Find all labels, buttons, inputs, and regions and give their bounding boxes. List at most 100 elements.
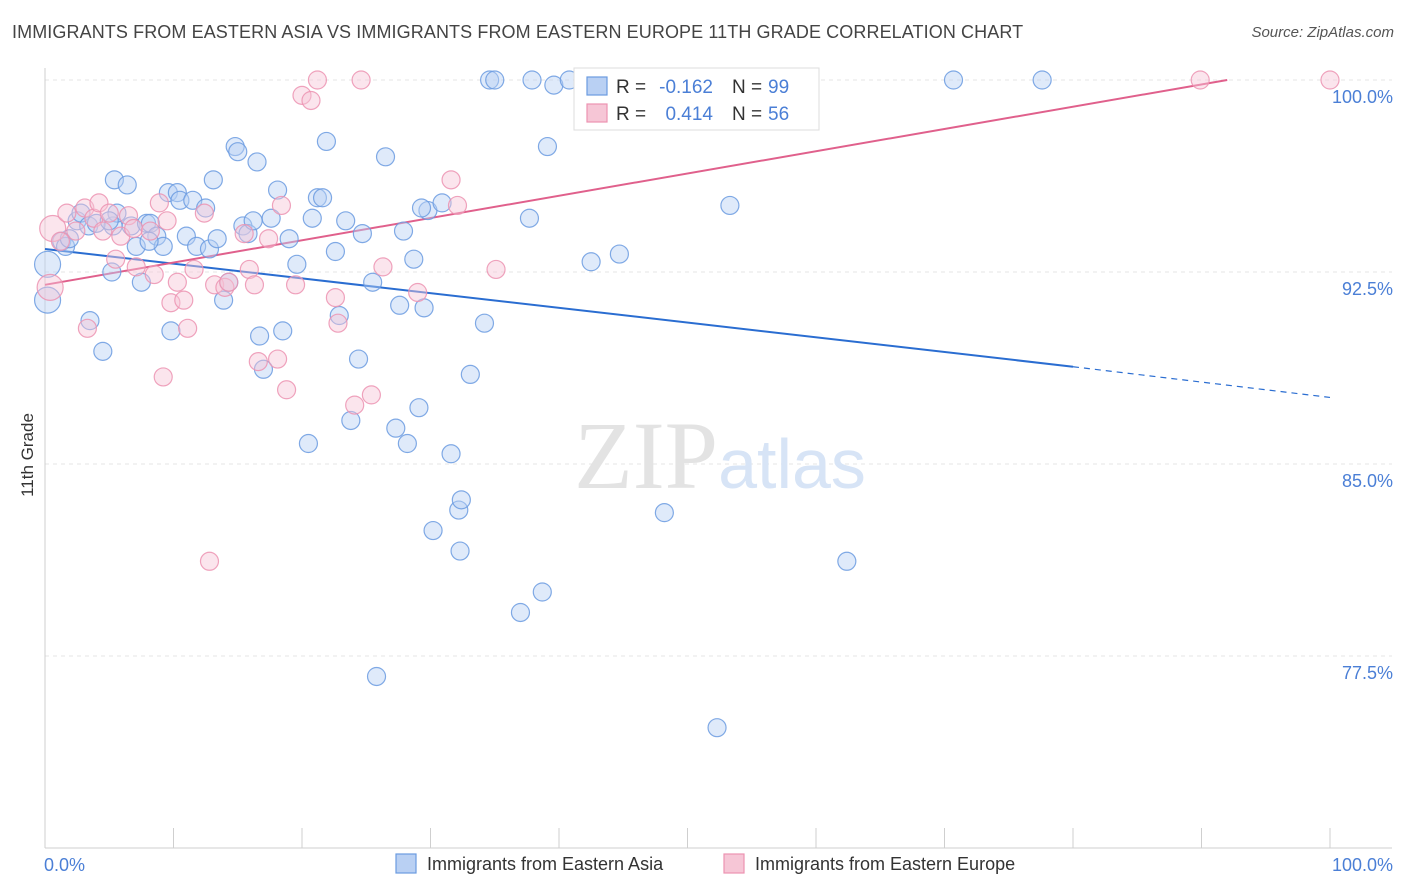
point-eastern-europe xyxy=(178,318,198,338)
point-eastern-asia xyxy=(366,666,387,687)
point-eastern-asia xyxy=(104,170,124,190)
n-label: N = xyxy=(732,77,762,98)
point-eastern-asia xyxy=(386,418,406,438)
point-eastern-asia xyxy=(207,229,227,249)
point-eastern-asia xyxy=(249,326,270,346)
point-eastern-europe xyxy=(1320,70,1340,90)
point-eastern-asia xyxy=(199,239,220,259)
legend-label: Immigrants from Eastern Asia xyxy=(427,854,664,874)
point-eastern-asia xyxy=(93,341,113,361)
point-eastern-asia xyxy=(153,236,173,256)
n-label: N = xyxy=(732,104,762,125)
point-eastern-asia xyxy=(943,70,964,90)
swatch-eastern-europe xyxy=(586,103,608,123)
point-eastern-europe xyxy=(441,170,461,190)
trend-line-eastern-asia-extension xyxy=(1072,366,1331,399)
point-eastern-asia xyxy=(654,503,674,523)
point-eastern-asia xyxy=(393,221,414,241)
point-eastern-europe xyxy=(361,385,381,405)
point-eastern-europe xyxy=(124,218,144,239)
point-eastern-asia xyxy=(273,321,293,341)
point-eastern-asia xyxy=(397,433,417,454)
point-eastern-europe xyxy=(408,282,428,303)
point-eastern-asia xyxy=(329,305,349,326)
point-eastern-europe xyxy=(351,70,371,90)
point-eastern-asia xyxy=(228,142,248,162)
point-eastern-asia xyxy=(33,250,62,278)
trend-line-eastern-europe xyxy=(44,79,1228,286)
point-eastern-europe xyxy=(248,352,268,372)
point-eastern-asia xyxy=(176,226,196,246)
chart-source: Source: ZipAtlas.com xyxy=(1251,24,1394,41)
point-eastern-europe xyxy=(153,367,173,387)
point-eastern-asia xyxy=(161,321,181,341)
point-eastern-asia xyxy=(307,188,328,208)
point-eastern-europe xyxy=(447,195,468,216)
point-eastern-asia xyxy=(450,541,470,561)
r-value: -0.162 xyxy=(659,77,713,98)
point-eastern-asia xyxy=(287,254,307,274)
stats-legend: R = -0.162 N = 99 R = 0.414 N = 56 xyxy=(573,67,820,131)
point-eastern-asia xyxy=(1032,70,1052,90)
point-eastern-europe xyxy=(157,211,177,231)
point-eastern-asia xyxy=(302,208,322,228)
point-eastern-europe xyxy=(194,203,214,223)
point-eastern-asia xyxy=(107,203,127,223)
point-eastern-asia xyxy=(102,262,122,282)
point-eastern-asia xyxy=(167,183,187,203)
point-eastern-europe xyxy=(276,380,297,400)
point-eastern-europe xyxy=(77,318,98,338)
point-eastern-europe xyxy=(373,257,393,277)
point-eastern-europe xyxy=(345,395,365,415)
point-eastern-asia xyxy=(707,718,727,738)
point-eastern-asia xyxy=(117,175,137,195)
point-eastern-europe xyxy=(219,272,239,292)
y-tick-label: 92.5% xyxy=(1342,279,1393,299)
point-eastern-europe xyxy=(89,193,109,213)
point-eastern-asia xyxy=(837,551,857,571)
point-eastern-asia xyxy=(267,180,288,200)
point-eastern-europe xyxy=(325,288,346,308)
point-eastern-asia xyxy=(375,147,396,167)
point-eastern-europe xyxy=(258,229,279,249)
point-eastern-asia xyxy=(423,520,443,541)
point-eastern-europe xyxy=(167,272,187,292)
point-eastern-asia xyxy=(80,311,100,331)
point-eastern-europe xyxy=(239,259,259,280)
point-eastern-asia xyxy=(336,211,356,231)
point-eastern-asia xyxy=(532,582,552,602)
point-eastern-asia xyxy=(441,444,461,464)
point-eastern-europe xyxy=(1190,70,1210,90)
y-tick-label: 77.5% xyxy=(1342,663,1393,683)
point-eastern-europe xyxy=(301,90,321,111)
point-eastern-asia xyxy=(312,188,333,208)
point-eastern-europe xyxy=(292,85,312,105)
point-eastern-europe xyxy=(57,203,77,223)
legend-swatch-eastern-asia xyxy=(395,853,417,874)
point-eastern-asia xyxy=(720,195,740,216)
grid-lines xyxy=(45,79,1392,657)
point-eastern-europe xyxy=(50,231,71,251)
bottom-legend: Immigrants from Eastern Asia Immigrants f… xyxy=(395,853,1015,874)
y-tick-labels: 100.0% 92.5% 85.0% 77.5% xyxy=(1332,87,1393,683)
point-eastern-europe xyxy=(328,313,348,333)
r-value: 0.414 xyxy=(665,104,713,125)
point-eastern-asia xyxy=(409,398,429,418)
point-eastern-europe xyxy=(99,203,119,223)
point-eastern-asia xyxy=(485,70,505,90)
point-eastern-asia xyxy=(480,70,500,90)
x-tick-labels: 0.0% 100.0% xyxy=(44,855,1393,875)
watermark-atlas: atlas xyxy=(718,425,866,503)
point-eastern-europe xyxy=(93,221,113,241)
point-eastern-asia xyxy=(99,211,119,231)
point-eastern-europe xyxy=(39,214,67,243)
point-eastern-asia xyxy=(203,170,223,190)
data-points xyxy=(33,70,1340,738)
point-eastern-asia xyxy=(404,249,424,269)
point-eastern-asia xyxy=(348,349,369,369)
point-eastern-asia xyxy=(522,70,542,90)
n-value: 99 xyxy=(768,77,789,98)
point-eastern-asia xyxy=(451,490,471,510)
point-eastern-europe xyxy=(118,206,139,226)
